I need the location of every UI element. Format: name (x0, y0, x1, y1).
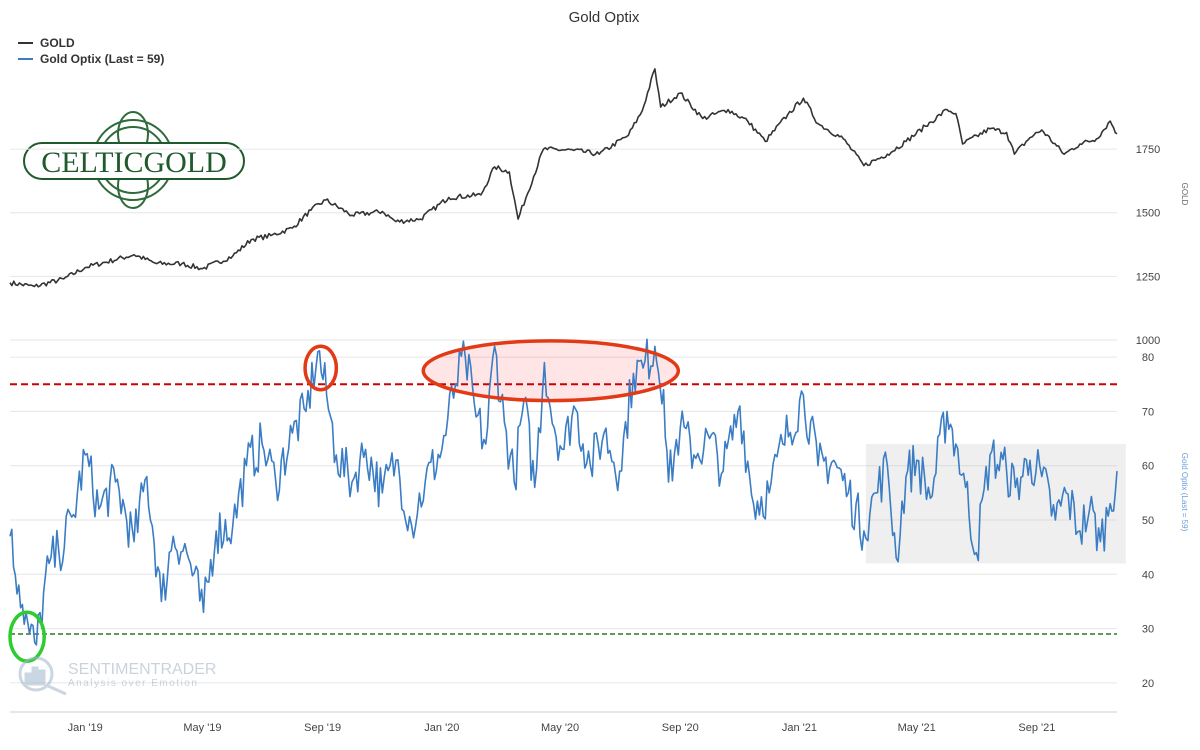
y-tick-label: 1000 (1136, 335, 1160, 347)
highlight-ellipse-fill (423, 340, 679, 401)
watermark-tagline: Analysis over Emotion (68, 678, 198, 689)
axis-layer: 1000 1250 1500 1750 GOLD 20 30 40 50 60 70 80 Gold O… (10, 144, 1189, 734)
chart-title: Gold Optix (569, 9, 640, 26)
legend: GOLD Gold Optix (Last = 59) (18, 36, 164, 66)
y-tick-label: 1500 (1136, 208, 1160, 220)
y-axis-title: GOLD (1180, 183, 1189, 206)
watermark-magnifier-icon (18, 656, 67, 696)
watermark-name: SENTIMENTRADER (68, 661, 216, 678)
highlight-ellipse (421, 339, 681, 403)
gold-price-line (9, 68, 1118, 288)
x-tick-label: Sep '20 (662, 722, 699, 734)
series-layer (9, 68, 1118, 646)
annotation-front-layer (8, 339, 681, 663)
x-tick-label: Jan '20 (424, 722, 459, 734)
y-tick-label: 70 (1142, 406, 1154, 418)
y-tick-label: 30 (1142, 624, 1154, 636)
gridlines (10, 148, 1117, 684)
x-tick-label: May '20 (541, 722, 579, 734)
y-tick-label: 20 (1142, 678, 1154, 690)
y-tick-label: 50 (1142, 515, 1154, 527)
x-tick-label: Jan '21 (782, 722, 817, 734)
legend-label-gold[interactable]: GOLD (40, 36, 75, 50)
celticgold-logo: CELTICGOLD (23, 111, 245, 209)
y-tick-label: 40 (1142, 569, 1154, 581)
x-tick-label: Sep '21 (1018, 722, 1055, 734)
y-tick-label: 80 (1142, 352, 1154, 364)
x-tick-label: May '19 (183, 722, 221, 734)
logo-text: CELTICGOLD (41, 146, 227, 179)
x-tick-label: Jan '19 (68, 722, 103, 734)
annotation-back-layer (423, 340, 1126, 564)
y-tick-label: 1750 (1136, 144, 1160, 156)
highlight-ellipse (303, 344, 339, 392)
legend-label-optix[interactable]: Gold Optix (Last = 59) (40, 52, 164, 66)
y-axis-title: Gold Optix (Last = 59) (1180, 453, 1189, 532)
x-tick-label: Sep '19 (304, 722, 341, 734)
logo-banner (23, 142, 245, 180)
y-tick-label: 60 (1142, 461, 1154, 473)
y-tick-label: 1250 (1136, 271, 1160, 283)
sentimentrader-watermark: SENTIMENTRADER Analysis over Emotion (18, 656, 216, 696)
x-tick-label: May '21 (898, 722, 936, 734)
gold-optix-line (9, 338, 1118, 646)
